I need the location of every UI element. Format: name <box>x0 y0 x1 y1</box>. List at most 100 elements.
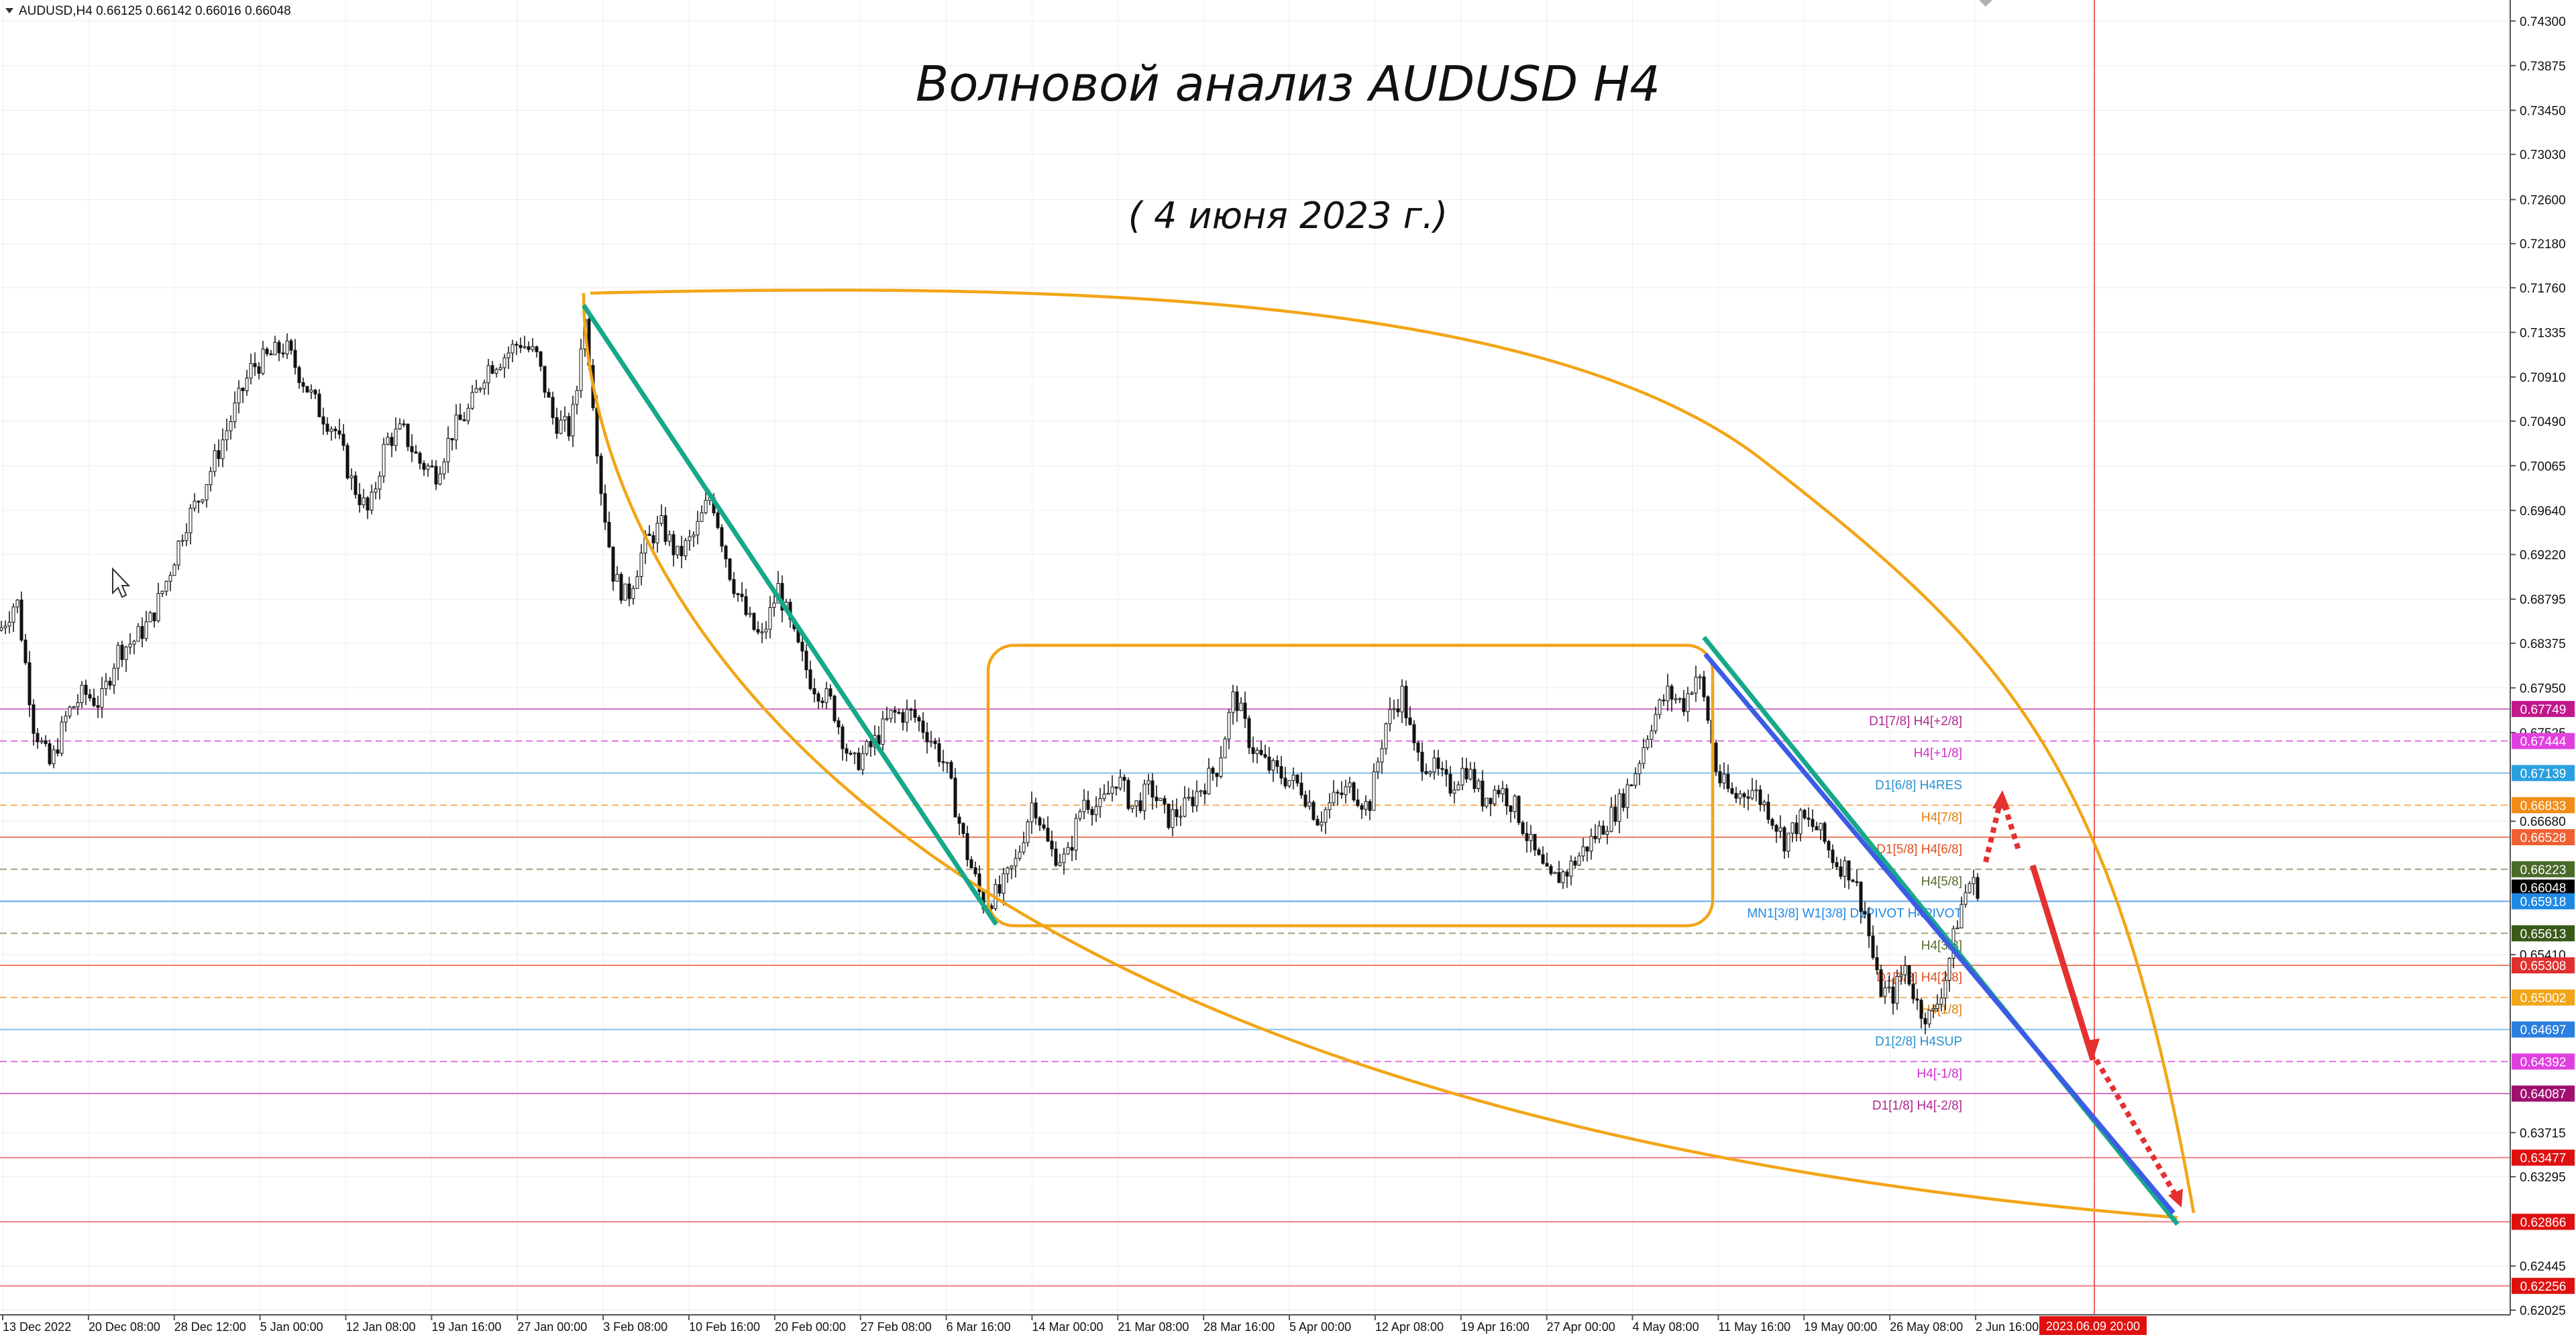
candle-body <box>1674 699 1677 700</box>
candle-body <box>1598 826 1601 839</box>
candle-body <box>1807 818 1810 819</box>
candle-body <box>1658 700 1661 714</box>
candle-body <box>902 712 904 722</box>
candle-body <box>1529 835 1532 841</box>
candle-body <box>1179 816 1182 818</box>
candle-body <box>885 718 888 720</box>
candle-body <box>1843 861 1846 876</box>
candle-body <box>306 386 309 392</box>
candle-body <box>1513 796 1516 812</box>
candle-body <box>1018 852 1021 858</box>
y-tick-label: 0.73030 <box>2520 148 2566 162</box>
candle-body <box>1542 855 1544 863</box>
x-tick-label: 3 Feb 08:00 <box>603 1320 667 1334</box>
candle-body <box>668 535 671 541</box>
candle-body <box>117 645 119 668</box>
candle-body <box>1348 783 1351 787</box>
candle-body <box>1449 774 1452 793</box>
candle-body <box>386 437 389 444</box>
candle-body <box>511 344 514 353</box>
y-tick-label: 0.68795 <box>2520 593 2566 607</box>
candle-body <box>576 390 578 405</box>
candle-body <box>1505 789 1508 806</box>
candle-body <box>274 342 276 355</box>
candle-body <box>998 885 1001 894</box>
y-tick-label: 0.70490 <box>2520 415 2566 429</box>
candle-body <box>1453 790 1456 794</box>
candle-body <box>1051 841 1053 849</box>
candle-body <box>894 710 896 712</box>
candle-body <box>1469 769 1472 779</box>
candle-body <box>1171 810 1174 828</box>
y-tick-label: 0.72600 <box>2520 193 2566 207</box>
candle-body <box>1779 828 1782 831</box>
candle-body <box>1175 810 1178 817</box>
candle-body <box>1123 778 1126 781</box>
candle-body <box>555 418 558 433</box>
candle-body <box>1203 791 1206 794</box>
candle-body <box>519 345 522 347</box>
candle-body <box>1783 828 1786 851</box>
candle-body <box>1497 790 1500 794</box>
candle-body <box>676 546 679 555</box>
candle-body <box>954 778 957 817</box>
candle-body <box>161 591 164 593</box>
y-tick-label: 0.63715 <box>2520 1126 2566 1140</box>
candle-body <box>572 405 574 436</box>
candle-body <box>1634 773 1637 785</box>
candle-body <box>1642 747 1645 763</box>
candle-body <box>1904 965 1907 975</box>
candle-body <box>1151 781 1154 797</box>
candle-body <box>1626 785 1629 808</box>
candle-body <box>250 364 252 378</box>
candle-body <box>809 670 812 689</box>
candle-body <box>370 492 373 511</box>
candle-body <box>374 489 377 492</box>
candle-body <box>1312 802 1315 820</box>
x-tick-label: 11 May 16:00 <box>1718 1320 1790 1334</box>
candle-body <box>922 721 924 733</box>
candle-body <box>1256 750 1258 753</box>
candle-body <box>1888 987 1890 988</box>
candle-body <box>28 663 31 705</box>
candle-body <box>1590 837 1593 851</box>
candle-body <box>1224 739 1226 758</box>
y-tick-label: 0.63295 <box>2520 1171 2566 1185</box>
candle-body <box>1481 781 1484 806</box>
candle-body <box>1212 768 1214 773</box>
x-tick-label: 19 May 00:00 <box>1804 1320 1877 1334</box>
candle-body <box>44 741 47 743</box>
candle-body <box>213 451 216 472</box>
candle-body <box>318 394 321 417</box>
candle-body <box>1928 1010 1931 1024</box>
time-marker-label: 2023.06.09 20:00 <box>2046 1320 2140 1333</box>
price-badge-label: 0.62256 <box>2520 1280 2567 1294</box>
candle-body <box>1191 797 1194 806</box>
candle-body <box>1968 883 1971 893</box>
x-tick-label: 26 May 08:00 <box>1890 1320 1963 1334</box>
candle-body <box>101 688 103 707</box>
candle-body <box>145 622 148 639</box>
candle-body <box>1924 1018 1927 1024</box>
candle-body <box>1147 781 1150 784</box>
candle-body <box>1381 749 1383 762</box>
candle-body <box>72 707 75 708</box>
candle-body <box>1187 797 1190 798</box>
candle-body <box>217 451 220 459</box>
candle-body <box>1546 863 1548 866</box>
candle-body <box>1075 818 1077 850</box>
x-tick-label: 13 Dec 2022 <box>3 1320 71 1334</box>
x-tick-label: 14 Mar 00:00 <box>1032 1320 1103 1334</box>
candle-body <box>60 722 63 753</box>
candle-body <box>346 445 349 478</box>
candle-body <box>716 513 719 528</box>
candle-body <box>958 817 961 823</box>
candle-body <box>801 642 804 651</box>
candle-body <box>833 696 836 721</box>
candle-body <box>463 420 466 421</box>
candle-body <box>1493 790 1496 804</box>
candle-body <box>1071 847 1073 850</box>
candle-body <box>205 484 208 500</box>
candle-body <box>773 603 775 608</box>
